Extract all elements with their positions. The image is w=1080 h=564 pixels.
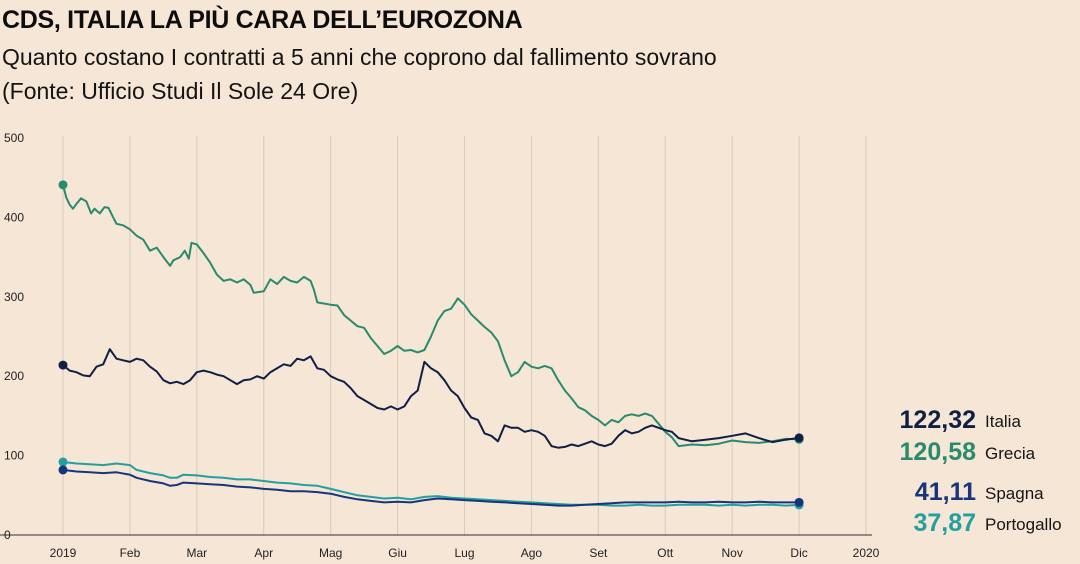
x-tick-label: Set (589, 546, 608, 560)
x-tick-label: 2020 (853, 546, 880, 560)
y-tick-label: 200 (4, 369, 24, 383)
y-tick-label: 100 (4, 449, 24, 463)
x-tick-label: Ago (521, 546, 543, 560)
end-name-spagna: Spagna (985, 484, 1044, 503)
end-name-portogallo: Portogallo (985, 515, 1062, 534)
y-tick-label: 500 (4, 131, 24, 145)
series-line-italia (62, 348, 800, 449)
chart-subtitle: Quanto costano I contratti a 5 anni che … (2, 40, 902, 108)
end-marker-spagna (794, 497, 804, 507)
y-tick-label: 0 (4, 528, 11, 542)
x-tick-label: Lug (454, 546, 474, 560)
x-tick-label: Feb (120, 546, 141, 560)
y-axis-ticks: 0 100 200 300 400 500 (4, 131, 24, 542)
series-line-portogallo (62, 461, 800, 507)
x-tick-label: Mar (186, 546, 207, 560)
end-name-grecia: Grecia (985, 444, 1036, 463)
y-tick-label: 400 (4, 210, 24, 224)
y-tick-label: 300 (4, 290, 24, 304)
x-tick-label: Giu (388, 546, 407, 560)
x-tick-label: Ott (657, 546, 674, 560)
x-tick-label: Dic (790, 546, 807, 560)
series-line-spagna (62, 468, 800, 507)
grid (0, 136, 872, 536)
start-marker-portogallo (58, 457, 68, 467)
x-tick-label: 2019 (50, 546, 77, 560)
end-labels: 122,32 Italia 120,58 Grecia 41,11 Spagna 37,87… (900, 406, 1062, 537)
subtitle-line-2: (Fonte: Ufficio Studi Il Sole 24 Ore) (2, 78, 359, 104)
end-value-spagna: 41,11 (915, 478, 976, 506)
start-marker-spagna (58, 465, 68, 475)
subtitle-line-1: Quanto costano I contratti a 5 anni che … (2, 44, 717, 70)
end-value-italia: 122,32 (900, 406, 976, 434)
end-value-portogallo: 37,87 (913, 509, 976, 537)
series-line-grecia (62, 184, 800, 448)
series-lines (58, 180, 804, 510)
chart-title: CDS, ITALIA LA PIÙ CARA DELL’EUROZONA (2, 6, 523, 34)
end-marker-italia (794, 433, 804, 443)
end-name-italia: Italia (985, 412, 1021, 431)
end-value-grecia: 120,58 (900, 438, 977, 466)
x-tick-label: Mag (319, 546, 342, 560)
x-tick-label: Nov (721, 546, 742, 560)
start-marker-italia (58, 360, 68, 370)
start-marker-grecia (58, 180, 68, 190)
x-axis-ticks: 2019 Feb Mar Apr Mag Giu Lug Ago Set Ott Nov Dic 202… (50, 546, 880, 560)
x-tick-label: Apr (254, 546, 273, 560)
